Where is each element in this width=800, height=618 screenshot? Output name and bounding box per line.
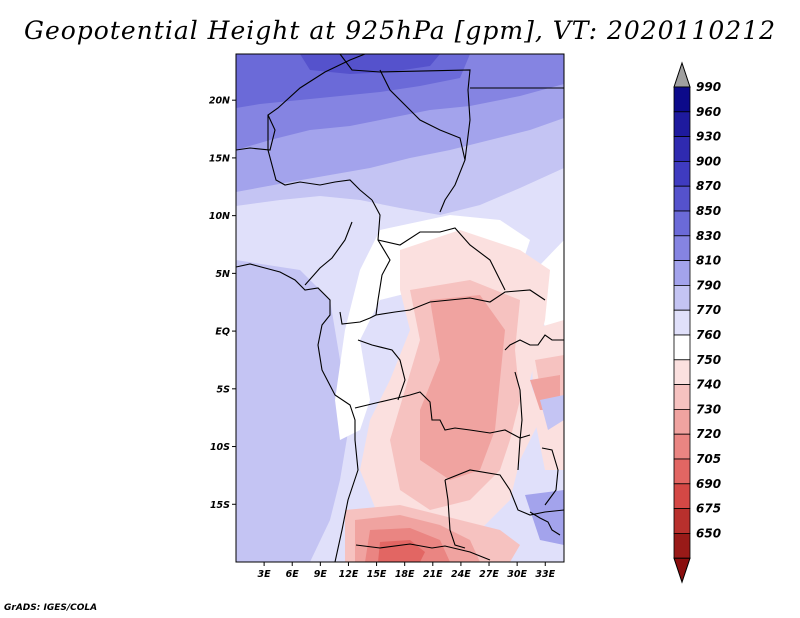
colorbar-swatch — [673, 260, 691, 286]
colorbar-swatch — [673, 210, 691, 237]
border-line — [444, 479, 466, 549]
border-line — [529, 511, 561, 536]
border-line — [504, 334, 564, 351]
lat-tick-label: 20N — [209, 96, 230, 107]
border-line — [377, 227, 506, 291]
colorbar-swatch — [673, 235, 691, 262]
colorbar-upper-triangle — [673, 61, 691, 88]
border-line — [339, 54, 471, 161]
border-line — [267, 115, 373, 201]
lat-tick-label: 10N — [209, 211, 230, 222]
colorbar-label: 760 — [696, 328, 721, 342]
lon-tick-label: 6E — [286, 569, 300, 580]
colorbar-label: 790 — [696, 278, 721, 292]
colorbar-swatch — [673, 384, 691, 410]
border-line — [357, 339, 406, 401]
lon-tick-label: 27E — [479, 569, 499, 580]
border-line — [236, 263, 359, 562]
lat-tick-label: 15N — [209, 153, 230, 164]
border-line — [375, 289, 546, 316]
colorbar-swatch — [673, 334, 691, 361]
colorbar-swatch — [673, 508, 691, 534]
grads-credit: GrADS: IGES/COLA — [4, 603, 98, 613]
colorbar-label: 830 — [696, 229, 721, 243]
height-contour-region — [236, 260, 350, 562]
border-line — [379, 69, 466, 213]
colorbar-label: 990 — [696, 80, 721, 94]
colorbar-label: 675 — [696, 502, 721, 516]
chart-title: Geopotential Height at 925hPa [gpm], VT:… — [23, 16, 777, 45]
lat-tick-label: 5N — [215, 269, 230, 280]
border-line — [371, 199, 391, 316]
colorbar-swatch — [673, 136, 691, 162]
colorbar-label: 810 — [696, 254, 721, 268]
colorbar-swatch — [673, 284, 691, 311]
coastline-borders — [236, 54, 564, 562]
lon-tick-label: 18E — [395, 569, 415, 580]
lat-tick-label: 15S — [210, 500, 230, 511]
border-line — [514, 371, 523, 471]
colorbar-label: 770 — [696, 303, 721, 317]
colorbar-swatch — [673, 408, 691, 435]
height-contour-region — [378, 540, 425, 562]
colorbar-swatch — [673, 533, 691, 559]
map-frame — [235, 53, 565, 563]
colorbar-label: 750 — [696, 353, 721, 367]
lon-tick-label: 24E — [451, 569, 471, 580]
colorbar-legend: 990 960 930 900 870 850 830 810 790 770 760 750 740 7… — [673, 61, 721, 584]
colorbar-label: 900 — [696, 154, 721, 168]
colorbar-lower-triangle — [673, 557, 691, 584]
height-contour-region — [300, 54, 440, 74]
colorbar-swatch — [673, 111, 691, 138]
colorbar-swatch — [673, 185, 691, 212]
colorbar-swatch — [673, 309, 691, 336]
border-line — [354, 391, 531, 439]
lon-tick-label: 21E — [423, 569, 443, 580]
colorbar-label: 650 — [696, 526, 721, 540]
colorbar-label: 690 — [696, 477, 721, 491]
colorbar-label: 730 — [696, 402, 721, 416]
colorbar-swatch — [673, 86, 691, 113]
border-line — [444, 469, 564, 516]
lon-tick-label: 12E — [339, 569, 359, 580]
lat-tick-label: 10S — [210, 442, 230, 453]
colorbar-swatch — [673, 433, 691, 460]
lon-tick-label: 30E — [507, 569, 527, 580]
height-contour-region — [420, 295, 505, 480]
lon-tick-label: 33E — [535, 569, 555, 580]
lon-tick-label: 15E — [367, 569, 387, 580]
lon-tick-label: 9E — [314, 569, 328, 580]
colorbar-label: 850 — [696, 204, 721, 218]
border-line — [355, 543, 491, 561]
border-line — [339, 311, 377, 325]
border-line — [304, 221, 353, 286]
colorbar-label: 960 — [696, 105, 721, 119]
lon-tick-label: 3E — [258, 569, 272, 580]
colorbar-swatch — [673, 160, 691, 187]
latitude-axis: 20N 15N 10N 5N EQ 5S 10S 15S — [209, 96, 236, 511]
border-line — [236, 54, 366, 151]
colorbar-label: 705 — [696, 452, 721, 466]
colorbar-label: 740 — [696, 378, 721, 392]
border-line — [541, 447, 559, 506]
height-contour-region — [540, 395, 564, 430]
colorbar-swatch — [673, 483, 691, 509]
longitude-axis: 3E 6E 9E 12E 15E 18E 21E 24E 27E 30E 33E — [258, 562, 556, 580]
height-field-fills — [236, 54, 564, 562]
lat-tick-label: EQ — [215, 327, 230, 338]
colorbar-label: 930 — [696, 130, 721, 144]
colorbar-swatch — [673, 458, 691, 485]
colorbar-swatch — [673, 359, 691, 385]
colorbar-label: 870 — [696, 179, 721, 193]
lat-tick-label: 5S — [217, 384, 231, 395]
colorbar-label: 720 — [696, 427, 721, 441]
